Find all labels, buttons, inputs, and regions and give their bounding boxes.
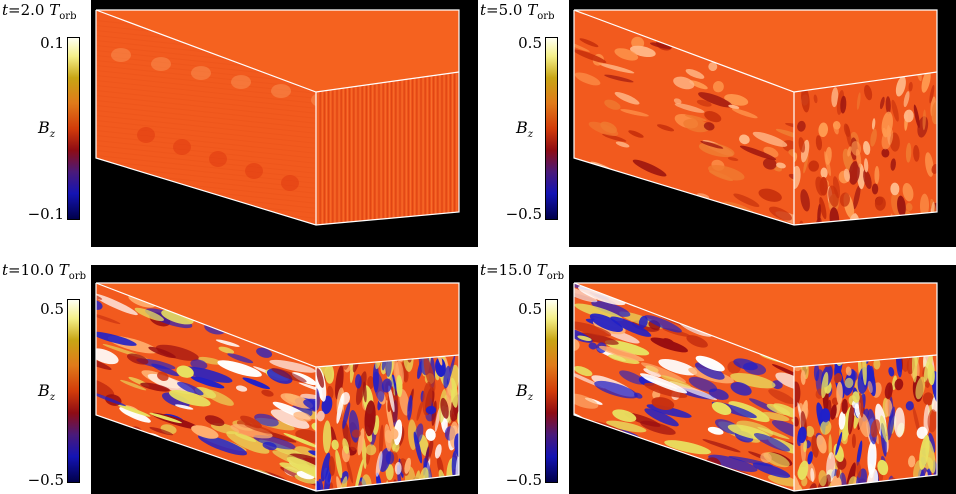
panel-t10: t=10.0 Torb 0.5 Bz −0.5 — [0, 247, 478, 494]
simulation-box-render — [91, 265, 478, 494]
colorbar-max-label: 0.5 — [518, 300, 542, 318]
box-svg — [573, 9, 938, 226]
box-svg — [95, 9, 460, 226]
colorbar — [67, 37, 80, 220]
panel-title: t=2.0 Torb — [2, 1, 77, 22]
colorbar-min-label: −0.5 — [505, 471, 542, 489]
panel-t5: t=5.0 Torb 0.5 Bz −0.5 — [478, 0, 956, 247]
panel-title: t=10.0 Torb — [2, 261, 86, 282]
panel-title: t=5.0 Torb — [480, 1, 555, 22]
colorbar-variable-label: Bz — [516, 118, 534, 141]
colorbar — [545, 299, 558, 483]
colorbar-variable-label: Bz — [38, 381, 56, 404]
simulation-box-render — [569, 265, 956, 494]
panel-title: t=15.0 Torb — [480, 261, 564, 282]
box-svg — [573, 282, 938, 492]
simulation-box-render — [569, 0, 956, 247]
colorbar-min-label: −0.5 — [27, 471, 64, 489]
box-svg — [95, 282, 460, 492]
colorbar — [67, 299, 80, 483]
colorbar — [545, 37, 558, 220]
colorbar-variable-label: Bz — [38, 118, 56, 141]
colorbar-max-label: 0.1 — [40, 34, 64, 52]
colorbar-variable-label: Bz — [516, 381, 534, 404]
panel-t15: t=15.0 Torb 0.5 Bz −0.5 — [478, 247, 956, 494]
colorbar-max-label: 0.5 — [40, 300, 64, 318]
panel-t2: t=2.0 Torb 0.1 Bz −0.1 — [0, 0, 478, 247]
colorbar-min-label: −0.1 — [27, 205, 64, 223]
simulation-box-render — [91, 0, 478, 247]
colorbar-min-label: −0.5 — [505, 205, 542, 223]
colorbar-max-label: 0.5 — [518, 34, 542, 52]
